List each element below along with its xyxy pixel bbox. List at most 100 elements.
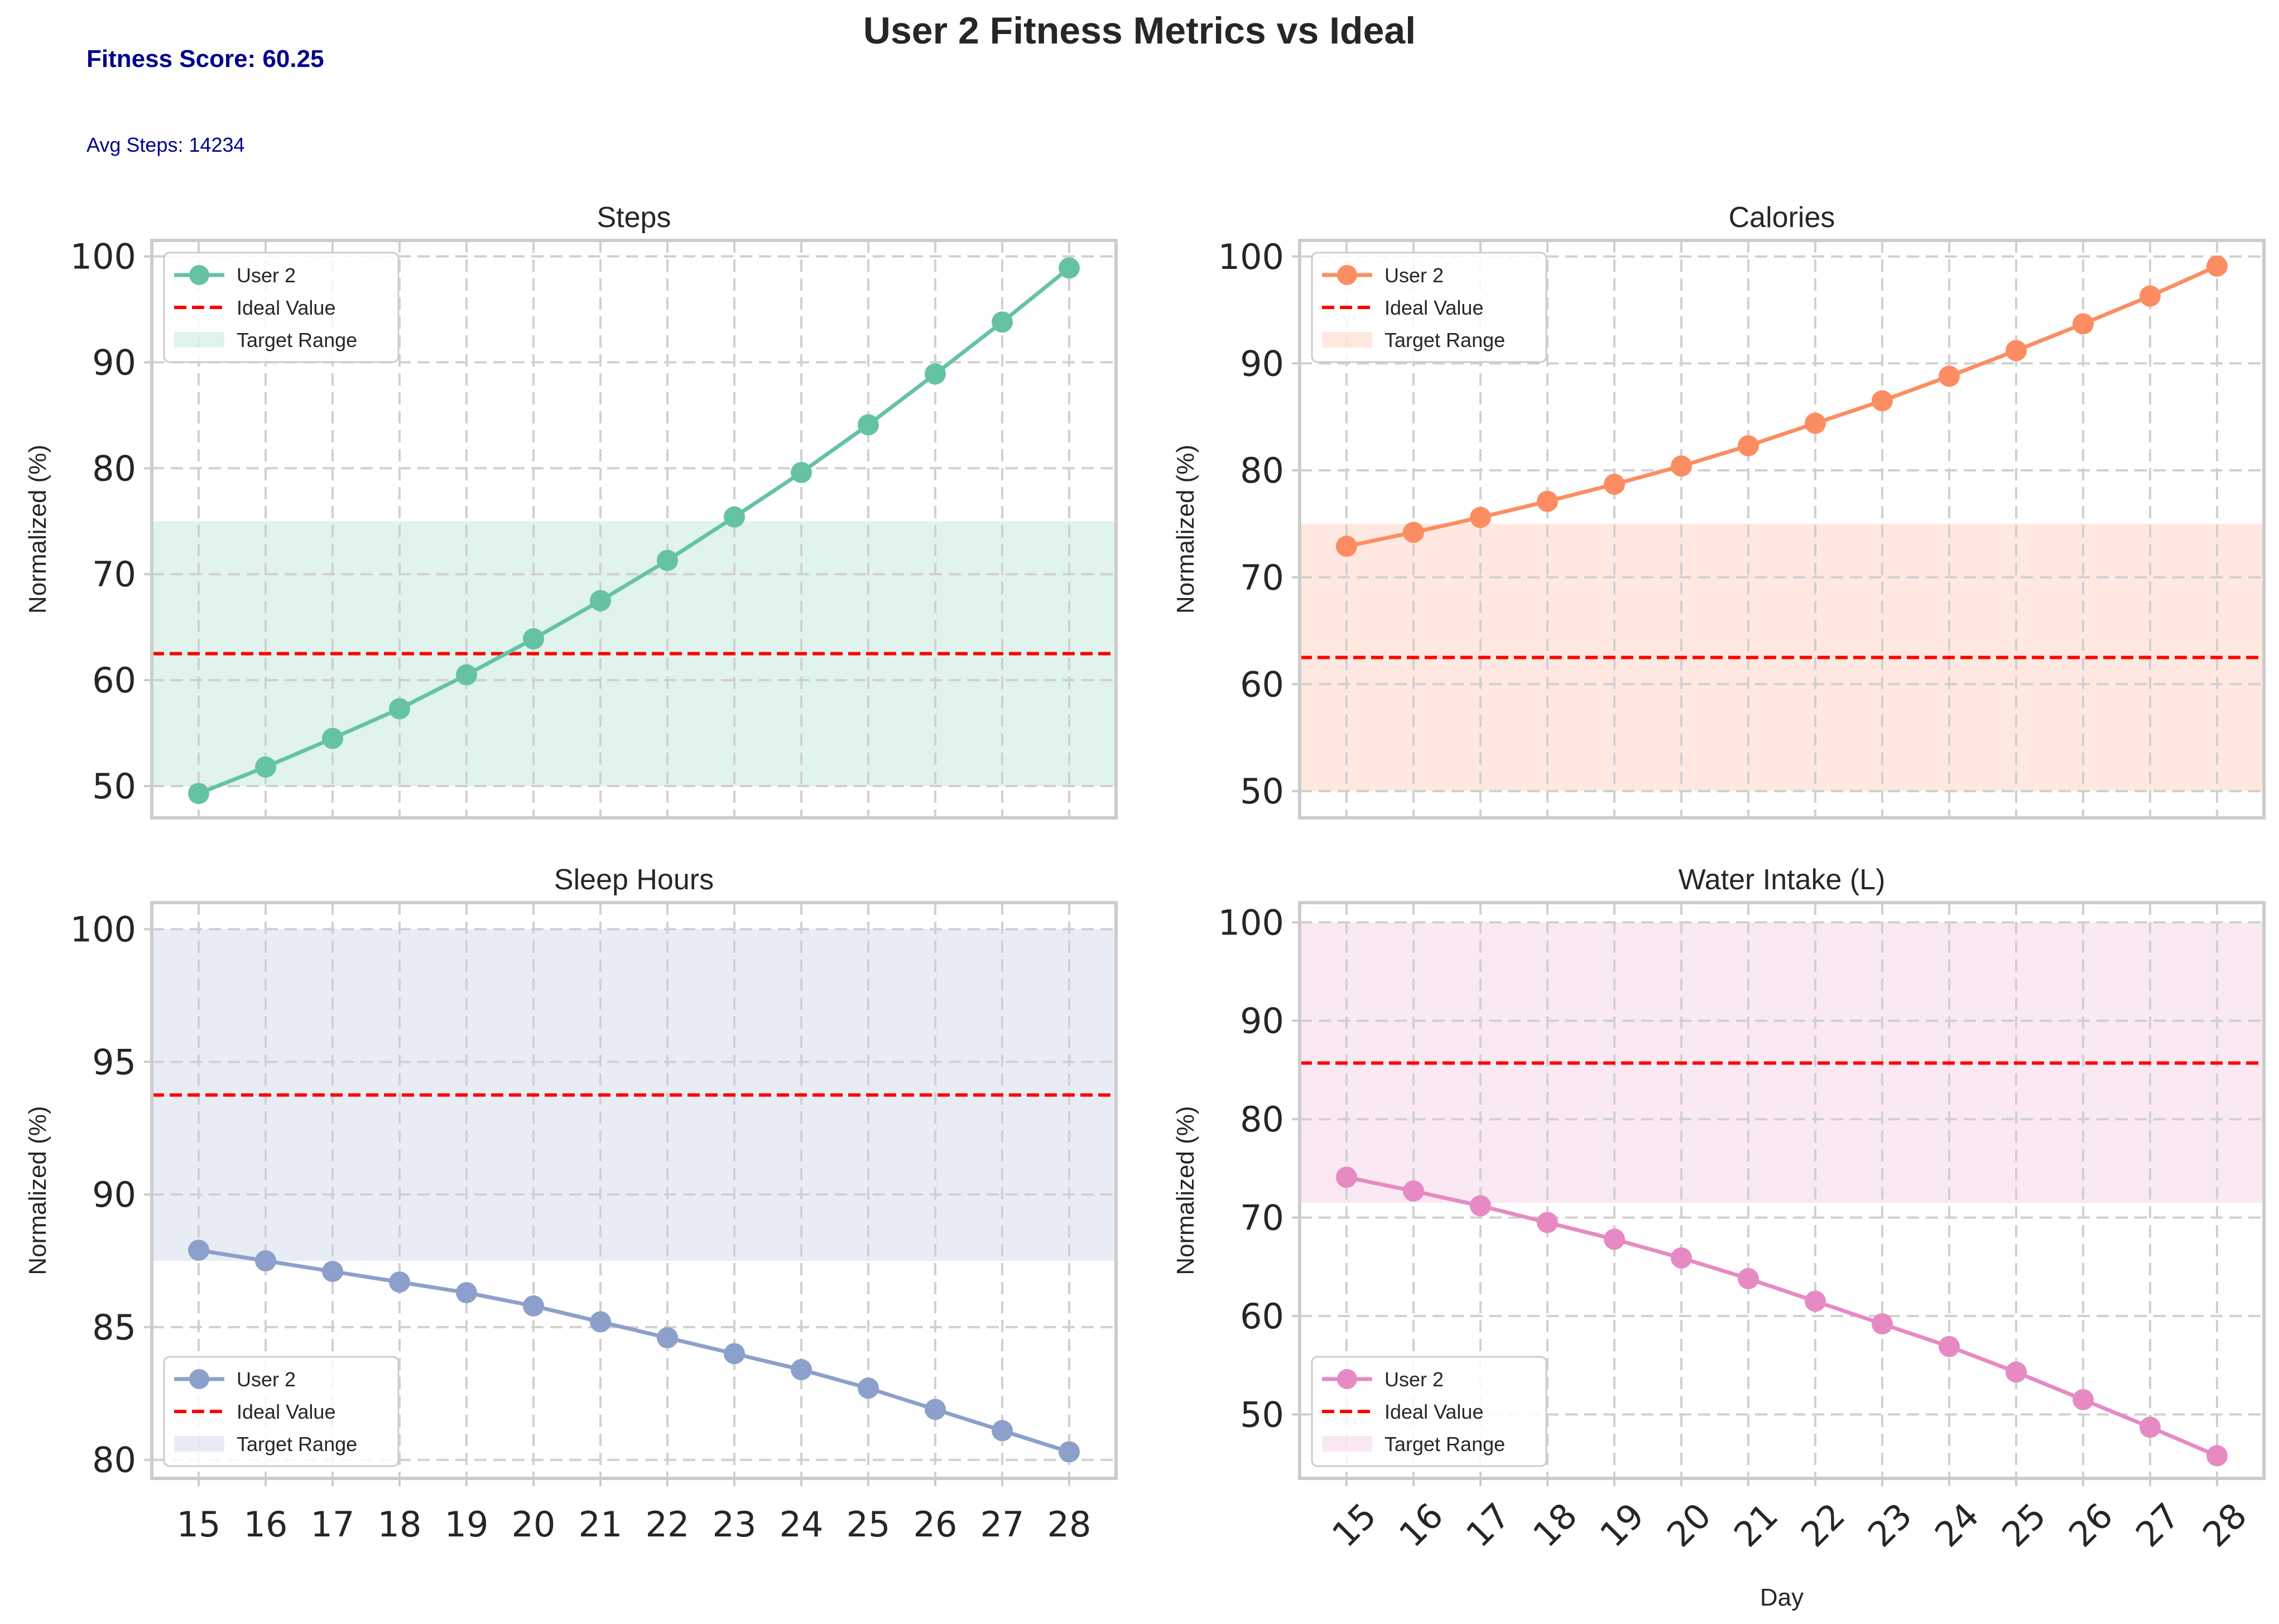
y-tick-label: 90	[92, 342, 136, 383]
y-tick-label: 100	[70, 236, 136, 277]
subplot-1: Steps Normalized (%) 50 60 70 80 90 100 User 2 Id…	[24, 201, 1118, 820]
subplots: Steps Normalized (%) 50 60 70 80 90 100 User 2 Id…	[24, 201, 2266, 1611]
data-point	[992, 311, 1013, 333]
subplot-title: Steps	[597, 201, 671, 234]
y-tick-label: 50	[1240, 771, 1284, 812]
data-point	[456, 664, 477, 686]
y-tick-label: 100	[1218, 902, 1284, 943]
legend-series-marker	[189, 265, 209, 285]
y-axis-label: Normalized (%)	[24, 445, 51, 614]
axes-frame	[150, 901, 1118, 1480]
data-point	[255, 756, 276, 778]
y-tick-label: 50	[1240, 1394, 1284, 1435]
legend-target-swatch	[1322, 1436, 1372, 1452]
legend-label: User 2	[237, 1368, 296, 1391]
legend-label: User 2	[1384, 264, 1444, 287]
x-axis-label: Day	[1760, 1584, 1804, 1611]
data-point	[2073, 313, 2094, 335]
data-point	[523, 628, 544, 650]
data-point	[1537, 490, 1558, 512]
data-point	[1939, 365, 1960, 387]
data-point	[1336, 1167, 1357, 1188]
subplot-title: Calories	[1729, 201, 1835, 234]
data-point	[2139, 1416, 2161, 1438]
axes-frame	[150, 239, 1118, 820]
data-point	[992, 1420, 1013, 1442]
data-point	[590, 1311, 611, 1333]
y-tick-label: 80	[1240, 1099, 1284, 1140]
x-tick-label: 19	[445, 1504, 489, 1545]
legend-target-swatch	[1322, 332, 1372, 348]
data-point	[1470, 507, 1491, 528]
y-tick-label: 60	[1240, 1296, 1284, 1337]
legend-label: Ideal Value	[1384, 1400, 1483, 1423]
series-line-user-2	[1346, 1175, 2218, 1458]
x-tick-label: 17	[311, 1504, 355, 1545]
data-point	[188, 1240, 209, 1261]
data-point	[2006, 1361, 2027, 1383]
data-point	[724, 1343, 745, 1365]
y-tick-label: 60	[92, 660, 136, 701]
x-tick-label: 25	[847, 1504, 891, 1545]
data-point	[389, 1271, 410, 1293]
legend-series-marker	[189, 1369, 209, 1389]
data-point	[1604, 1228, 1625, 1250]
data-point	[389, 698, 410, 720]
data-point	[523, 1295, 544, 1317]
data-point	[2206, 256, 2228, 277]
data-point	[2139, 285, 2161, 307]
data-point	[1059, 1441, 1080, 1463]
legend-label: Target Range	[237, 329, 357, 351]
data-point	[657, 1327, 678, 1348]
x-tick-label: 24	[780, 1504, 824, 1545]
x-tick-label: 22	[646, 1504, 690, 1545]
data-point	[1403, 1180, 1424, 1202]
legend-label: Target Range	[1384, 329, 1505, 351]
series-line-user-2	[1346, 264, 2218, 548]
data-point	[1738, 1268, 1759, 1289]
subplot-4: Water Intake (L) Normalized (%) 50 60 70 80 90…	[1172, 864, 2266, 1611]
legend-label: User 2	[237, 264, 296, 287]
data-point	[858, 414, 879, 436]
y-axis-label: Normalized (%)	[1172, 1106, 1199, 1275]
data-point	[1671, 1247, 1692, 1269]
data-point	[2206, 1445, 2228, 1467]
series-line-user-2	[198, 1248, 1070, 1454]
data-point	[1537, 1212, 1558, 1233]
avg-steps-text: Avg Steps: 14234	[86, 133, 245, 156]
figure-title: User 2 Fitness Metrics vs Ideal	[863, 9, 1416, 52]
y-tick-label: 90	[1240, 343, 1284, 384]
y-tick-label: 80	[92, 1440, 136, 1481]
x-tick-label: 27	[980, 1504, 1025, 1545]
data-point	[1059, 257, 1080, 279]
data-point	[1805, 412, 1826, 434]
y-tick-label: 80	[1240, 450, 1284, 491]
legend-label: Target Range	[237, 1433, 357, 1456]
y-tick-label: 70	[1240, 557, 1284, 598]
y-tick-label: 100	[70, 909, 136, 950]
x-tick-label: 23	[713, 1504, 757, 1545]
x-tick-label: 16	[244, 1504, 288, 1545]
data-point	[858, 1377, 879, 1399]
legend-series-marker	[1337, 265, 1357, 285]
data-point	[1403, 522, 1424, 543]
data-point	[456, 1282, 477, 1304]
legend-box	[163, 1356, 400, 1467]
x-tick-label: 26	[913, 1504, 958, 1545]
data-point	[1872, 1313, 1893, 1335]
y-tick-label: 90	[1240, 1001, 1284, 1042]
legend-series-marker	[1337, 1369, 1357, 1389]
y-tick-label: 80	[92, 448, 136, 489]
data-point	[1671, 455, 1692, 477]
legend: User 2 Ideal Value Target Range	[163, 1356, 400, 1467]
subplot-3: Sleep Hours Normalized (%) 80 85 90 95 100 15 16…	[24, 864, 1118, 1545]
y-axis-label: Normalized (%)	[24, 1106, 51, 1275]
legend-label: Ideal Value	[237, 296, 335, 319]
data-point	[1470, 1195, 1491, 1217]
y-tick-label: 70	[92, 554, 136, 595]
data-point	[1336, 536, 1357, 557]
series-line-user-2	[198, 266, 1071, 796]
data-point	[322, 1261, 343, 1283]
x-tick-label: 28	[1047, 1504, 1092, 1545]
